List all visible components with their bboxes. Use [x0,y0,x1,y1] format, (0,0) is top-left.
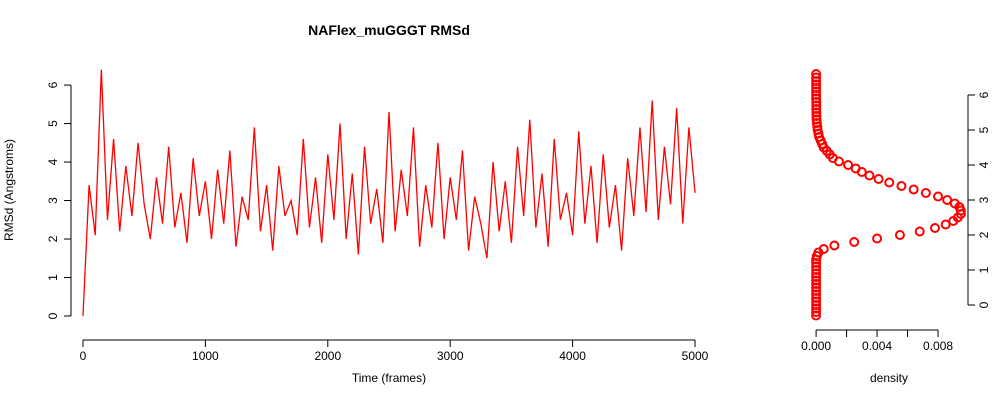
data-point [940,219,951,230]
data-point [884,177,895,188]
x-tick-label: 5000 [682,349,709,363]
y-tick-label: 5 [977,126,991,133]
data-point [942,195,953,205]
data-point [920,188,931,198]
y-tick-label: 3 [977,196,991,203]
x-tick-label: 4000 [559,349,586,363]
data-point [873,174,884,184]
data-point [872,233,883,244]
data-point [818,244,829,254]
data-point [843,160,854,170]
y-tick-label: 1 [977,266,991,273]
y-tick-label: 4 [46,158,60,165]
x-axis-label: density [870,371,908,385]
x-tick-label: 0 [80,349,87,363]
data-line [82,69,696,317]
y-tick-label: 5 [46,120,60,127]
data-point [914,226,925,237]
data-point [849,237,860,247]
data-point [933,191,944,202]
data-point [896,181,907,191]
y-tick-label: 6 [977,91,991,98]
y-tick-label: 3 [46,197,60,204]
data-point [850,163,861,174]
data-point [908,184,919,195]
data-point [929,223,940,233]
y-tick-label: 6 [46,81,60,88]
y-tick-label: 4 [977,161,991,168]
data-point [949,198,960,209]
data-point [811,72,822,83]
y-tick-label: 1 [46,274,60,281]
y-tick-label: 0 [46,312,60,319]
x-tick-label: 0.000 [801,339,831,353]
data-point [864,170,875,181]
y-axis-label: RMSd (Angstroms) [2,139,16,241]
x-axis-label: Time (frames) [352,371,426,385]
y-tick-label: 2 [977,231,991,238]
chart-title: NAFlex_muGGGT RMSd [308,22,470,38]
y-tick-label: 2 [46,235,60,242]
x-tick-label: 2000 [314,349,341,363]
data-point [811,69,822,79]
x-tick-label: 3000 [437,349,464,363]
data-point [894,230,905,240]
x-tick-label: 1000 [192,349,219,363]
y-tick-label: 0 [977,301,991,308]
x-tick-label: 0.008 [923,339,953,353]
data-point [829,240,840,251]
x-tick-label: 0.004 [862,339,892,353]
